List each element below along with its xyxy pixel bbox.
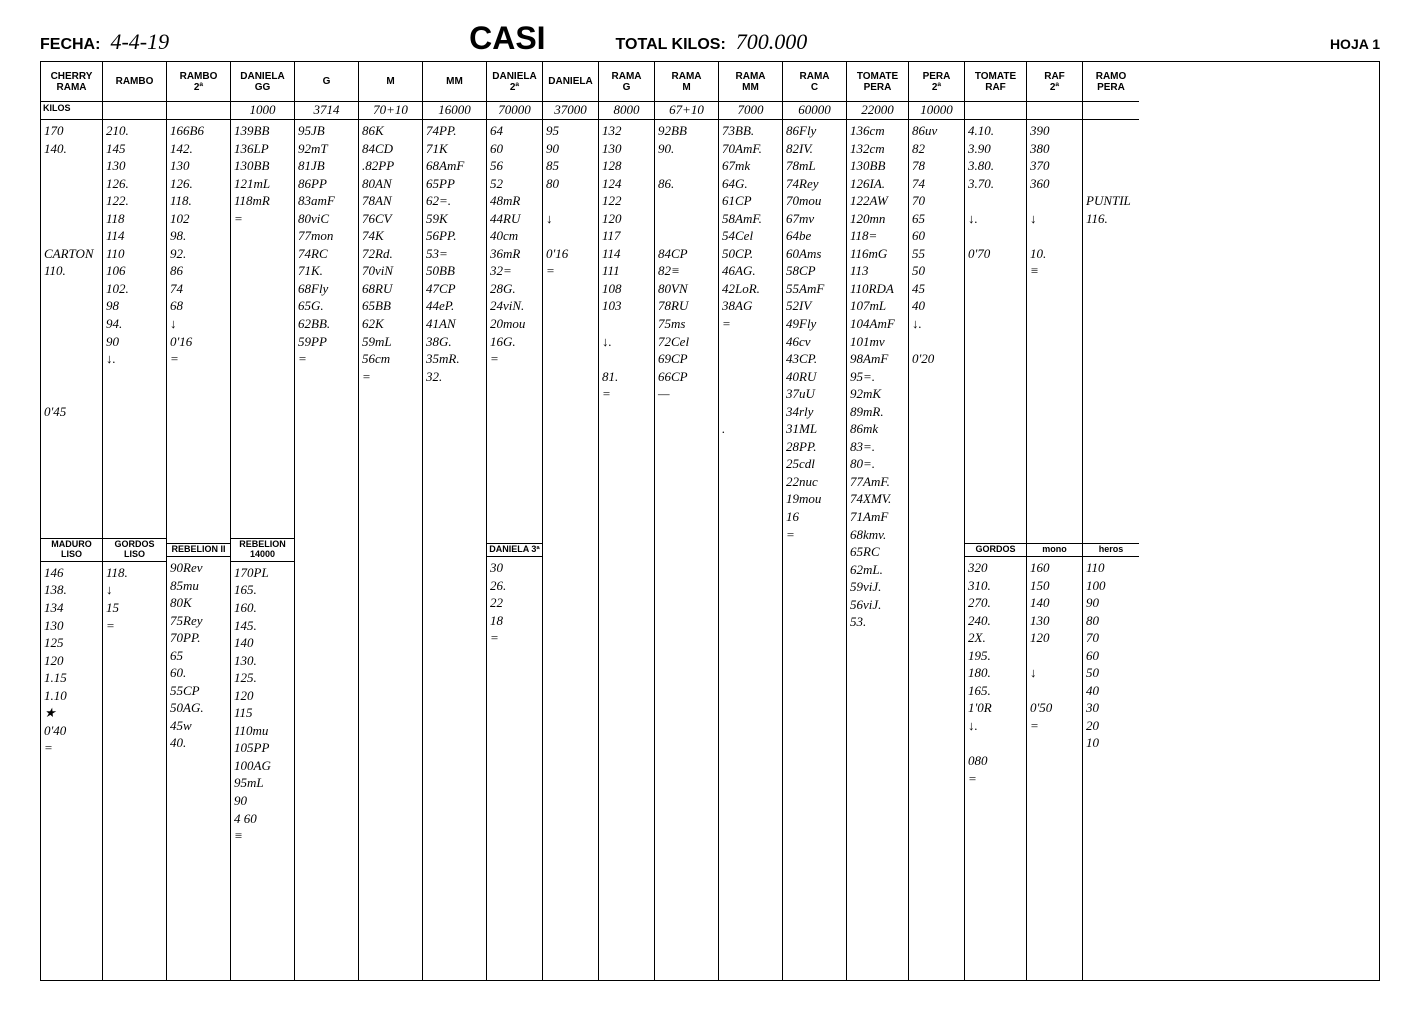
column-header: M bbox=[359, 62, 422, 102]
sub-body: 90Rev 85mu 80K 75Rey 70PP. 65 60. 55CP 5… bbox=[167, 557, 230, 980]
column-header: RAMBO bbox=[103, 62, 166, 102]
fecha-value: 4-4-19 bbox=[110, 29, 169, 55]
column: RAMAM67+1092BB 90. 86. 84CP 82≡ 80VN 78R… bbox=[655, 62, 719, 980]
column-body: 64 60 56 52 48mR 44RU 40cm 36mR 32= 28G.… bbox=[487, 120, 542, 543]
column-header: RAMAG bbox=[599, 62, 654, 102]
column-body: 86Fly 82IV. 78mL 74Rey 70mou 67mv 64be 6… bbox=[783, 120, 846, 980]
column-header: TOMATEPERA bbox=[847, 62, 908, 102]
kilos-cell: 22000 bbox=[847, 102, 908, 120]
column: CHERRYRAMAKILOS170 140. CARTON 110. 0'45… bbox=[41, 62, 103, 980]
total-label: TOTAL KILOS: bbox=[616, 36, 726, 54]
kilos-cell: 70000 bbox=[487, 102, 542, 120]
kilos-cell: 1000 bbox=[231, 102, 294, 120]
kilos-cell: 7000 bbox=[719, 102, 782, 120]
kilos-cell bbox=[167, 102, 230, 120]
column-header: PERA2ª bbox=[909, 62, 964, 102]
column: G371495JB 92mT 81JB 86PP 83amF 80viC 77m… bbox=[295, 62, 359, 980]
sub-header: DANIELA 3ª bbox=[487, 543, 542, 557]
sub-header: MADURO LISO bbox=[41, 538, 102, 562]
column: DANIELA3700095 90 85 80 ↓ 0'16 = bbox=[543, 62, 599, 980]
column-body: 92BB 90. 86. 84CP 82≡ 80VN 78RU 75ms 72C… bbox=[655, 120, 718, 980]
kilos-cell bbox=[1027, 102, 1082, 120]
column-header: RAMOPERA bbox=[1083, 62, 1139, 102]
data-grid: CHERRYRAMAKILOS170 140. CARTON 110. 0'45… bbox=[40, 61, 1380, 981]
column: M70+1086K 84CD .82PP 80AN 78AN 76CV 74K … bbox=[359, 62, 423, 980]
column: RAMBO 210. 145 130 126. 122. 118 114 110 … bbox=[103, 62, 167, 980]
column: RAMAG8000132 130 128 124 122 120 117 114… bbox=[599, 62, 655, 980]
sub-header: REBELION II bbox=[167, 543, 230, 557]
kilos-cell: 10000 bbox=[909, 102, 964, 120]
sub-body: 118. ↓ 15 = bbox=[103, 562, 166, 980]
column-body: 136cm 132cm 130BB 126IA. 122AW 120mn 118… bbox=[847, 120, 908, 980]
sub-header: REBELION 14000 bbox=[231, 538, 294, 562]
column-header: DANIELA bbox=[543, 62, 598, 102]
kilos-cell: 67+10 bbox=[655, 102, 718, 120]
column-body: 166B6 142. 130 126. 118. 102 98. 92. 86 … bbox=[167, 120, 230, 543]
column: TOMATEPERA22000136cm 132cm 130BB 126IA. … bbox=[847, 62, 909, 980]
column: PERA2ª1000086uv 82 78 74 70 65 60 55 50 … bbox=[909, 62, 965, 980]
column-body: 73BB. 70AmF. 67mk 64G. 61CP 58AmF. 54Cel… bbox=[719, 120, 782, 980]
total-value: 700.000 bbox=[736, 29, 808, 55]
column-header: RAMBO2ª bbox=[167, 62, 230, 102]
sub-body: 160 150 140 130 120 ↓ 0'50 = bbox=[1027, 557, 1082, 980]
column-body: PUNTIL 116. bbox=[1083, 120, 1139, 543]
fecha-label: FECHA: bbox=[40, 36, 100, 54]
column-header: CHERRYRAMA bbox=[41, 62, 102, 102]
column-header: G bbox=[295, 62, 358, 102]
column-body: 4.10. 3.90 3.80. 3.70. ↓. 0'70 bbox=[965, 120, 1026, 543]
sub-body: 146 138. 134 130 125 120 1.15 1.10 ★ 0'4… bbox=[41, 562, 102, 980]
sub-body: 170PL 165. 160. 145. 140 130. 125. 120 1… bbox=[231, 562, 294, 980]
sub-body: 110 100 90 80 70 60 50 40 30 20 10 bbox=[1083, 557, 1139, 980]
hoja-label: HOJA 1 bbox=[1330, 36, 1380, 52]
column-header: RAMAMM bbox=[719, 62, 782, 102]
column: RAMAMM700073BB. 70AmF. 67mk 64G. 61CP 58… bbox=[719, 62, 783, 980]
kilos-cell bbox=[1083, 102, 1139, 120]
column: DANIELAGG1000139BB 136LP 130BB 121mL 118… bbox=[231, 62, 295, 980]
column-header: RAF2ª bbox=[1027, 62, 1082, 102]
column-body: 86K 84CD .82PP 80AN 78AN 76CV 74K 72Rd. … bbox=[359, 120, 422, 980]
column-body: 139BB 136LP 130BB 121mL 118mR = bbox=[231, 120, 294, 538]
column: MM1600074PP. 71K 68AmF 65PP 62=. 59K 56P… bbox=[423, 62, 487, 980]
column-body: 210. 145 130 126. 122. 118 114 110 106 1… bbox=[103, 120, 166, 538]
column-header: DANIELA2ª bbox=[487, 62, 542, 102]
column-header: MM bbox=[423, 62, 486, 102]
column-body: 74PP. 71K 68AmF 65PP 62=. 59K 56PP. 53= … bbox=[423, 120, 486, 980]
header-row: FECHA: 4-4-19 CASI TOTAL KILOS: 700.000 … bbox=[40, 20, 1380, 57]
column-body: 390 380 370 360 ↓ 10. ≡ bbox=[1027, 120, 1082, 543]
kilos-cell: 3714 bbox=[295, 102, 358, 120]
sub-header: mono bbox=[1027, 543, 1082, 557]
page-title: CASI bbox=[469, 20, 545, 57]
column: RAMOPERA PUNTIL 116.heros110 100 90 80 7… bbox=[1083, 62, 1139, 980]
sub-body: 320 310. 270. 240. 2X. 195. 180. 165. 1'… bbox=[965, 557, 1026, 980]
kilos-cell bbox=[103, 102, 166, 120]
sub-body: 30 26. 22 18 = bbox=[487, 557, 542, 980]
sub-header: GORDOS LISO bbox=[103, 538, 166, 562]
column: RAF2ª 390 380 370 360 ↓ 10. ≡mono160 150 … bbox=[1027, 62, 1083, 980]
sub-header: GORDOS bbox=[965, 543, 1026, 557]
sub-header: heros bbox=[1083, 543, 1139, 557]
column-body: 95JB 92mT 81JB 86PP 83amF 80viC 77mon 74… bbox=[295, 120, 358, 980]
column-header: RAMAC bbox=[783, 62, 846, 102]
column-body: 132 130 128 124 122 120 117 114 111 108 … bbox=[599, 120, 654, 980]
kilos-cell: 8000 bbox=[599, 102, 654, 120]
column-body: 95 90 85 80 ↓ 0'16 = bbox=[543, 120, 598, 980]
kilos-cell: 37000 bbox=[543, 102, 598, 120]
column-header: RAMAM bbox=[655, 62, 718, 102]
column: TOMATERAF4.10. 3.90 3.80. 3.70. ↓. 0'70 … bbox=[965, 62, 1027, 980]
kilos-cell bbox=[965, 102, 1026, 120]
column: DANIELA2ª7000064 60 56 52 48mR 44RU 40cm… bbox=[487, 62, 543, 980]
kilos-cell: KILOS bbox=[41, 102, 102, 120]
column-header: DANIELAGG bbox=[231, 62, 294, 102]
column: RAMBO2ª 166B6 142. 130 126. 118. 102 98. … bbox=[167, 62, 231, 980]
column: RAMAC6000086Fly 82IV. 78mL 74Rey 70mou 6… bbox=[783, 62, 847, 980]
column-header: TOMATERAF bbox=[965, 62, 1026, 102]
kilos-cell: 16000 bbox=[423, 102, 486, 120]
kilos-cell: 60000 bbox=[783, 102, 846, 120]
kilos-cell: 70+10 bbox=[359, 102, 422, 120]
column-body: 86uv 82 78 74 70 65 60 55 50 45 40 ↓. 0'… bbox=[909, 120, 964, 980]
column-body: 170 140. CARTON 110. 0'45 bbox=[41, 120, 102, 538]
